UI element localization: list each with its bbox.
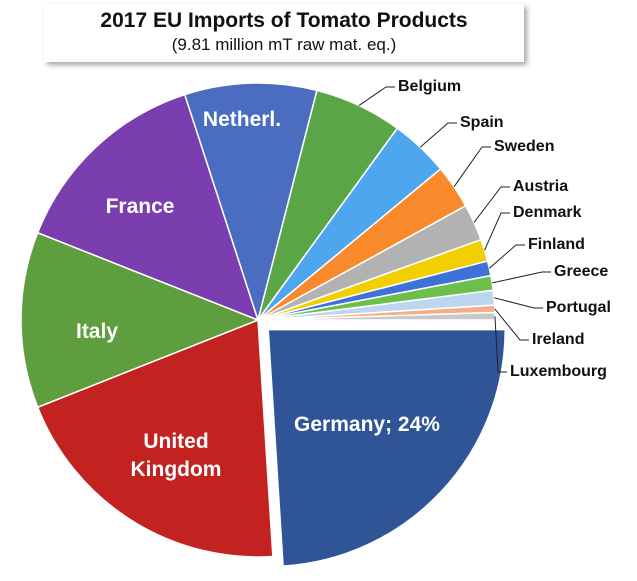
chart-title: 2017 EU Imports of Tomato Products — [100, 9, 468, 32]
slice-label: Belgium — [398, 78, 461, 95]
pie-slice — [36, 318, 274, 558]
slice-label: Ireland — [532, 331, 584, 348]
leader-line — [494, 308, 529, 341]
slice-label: Netherl. — [202, 108, 282, 131]
slice-label: Austria — [513, 178, 568, 195]
leader-line — [419, 122, 457, 148]
leader-line — [453, 146, 491, 188]
leader-line — [484, 212, 510, 251]
slice-label: Luxembourg — [510, 363, 607, 380]
slice-label: Denmark — [513, 204, 582, 221]
slice-label: Finland — [528, 236, 585, 253]
slice-label: Portugal — [546, 299, 611, 316]
pie-slice — [267, 328, 506, 567]
leader-line — [494, 316, 507, 373]
slice-label: Spain — [460, 114, 504, 131]
title-box: 2017 EU Imports of Tomato Products (9.81… — [44, 4, 524, 62]
slice-label: Greece — [554, 263, 608, 280]
slice-label: Sweden — [494, 138, 554, 155]
slice-label: Italy — [75, 320, 119, 343]
chart-subtitle: (9.81 million mT raw mat. eq.) — [171, 35, 397, 54]
leader-line — [473, 186, 510, 223]
leader-line — [358, 86, 395, 106]
slice-label: United Kingdom — [130, 430, 222, 481]
slice-label: France — [105, 195, 175, 218]
pie-slice — [20, 231, 261, 409]
leader-line — [491, 271, 551, 284]
leader-line — [488, 244, 525, 269]
pie-slice — [183, 82, 318, 323]
slice-label: Germany; 24% — [294, 413, 440, 436]
leader-line — [493, 297, 543, 309]
